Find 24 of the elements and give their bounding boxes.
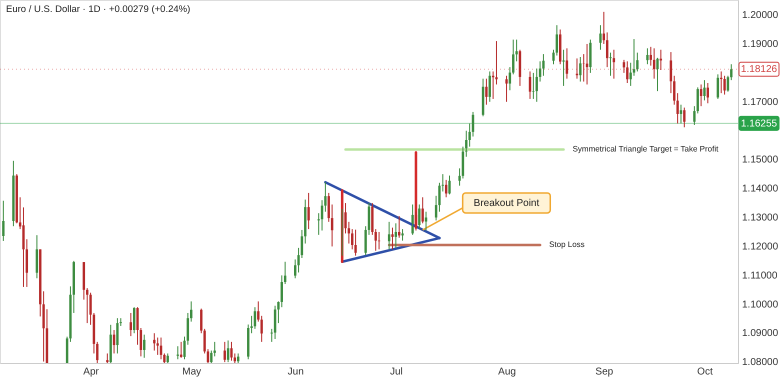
x-tick-label: Oct [697,366,713,378]
annotation: Breakout Point [474,198,540,209]
ref-line-label: 1.16255 [740,118,778,130]
x-tick-label: Aug [498,366,516,378]
series-label: Stop Loss [549,240,585,249]
ref-line-label: 1.18126 [740,64,778,76]
y-tick-label: 1.12000 [742,241,779,252]
y-tick-label: 1.14000 [742,184,779,195]
x-tick-label: Sep [595,366,614,378]
y-tick-label: 1.15000 [742,154,779,166]
y-tick-label: 1.20000 [742,10,779,22]
y-tick-label: 1.13000 [742,212,779,224]
chart-title: Euro / U.S. Dollar · 1D · +0.00279 (+0.24%) [6,4,190,15]
y-tick-label: 1.19000 [742,38,779,50]
y-tick-label: 1.10000 [742,299,779,310]
series-label: Symmetrical Triangle Target = Take Profit [572,144,720,154]
y-tick-label: 1.09000 [742,328,779,340]
x-tick-label: Apr [83,366,100,378]
x-tick-label: May [182,366,202,378]
y-tick-label: 1.08000 [742,357,779,368]
x-tick-label: Jun [288,366,304,378]
y-tick-label: 1.11000 [742,270,778,282]
x-tick-label: Jul [390,366,403,378]
y-tick-label: 1.17000 [742,96,779,108]
